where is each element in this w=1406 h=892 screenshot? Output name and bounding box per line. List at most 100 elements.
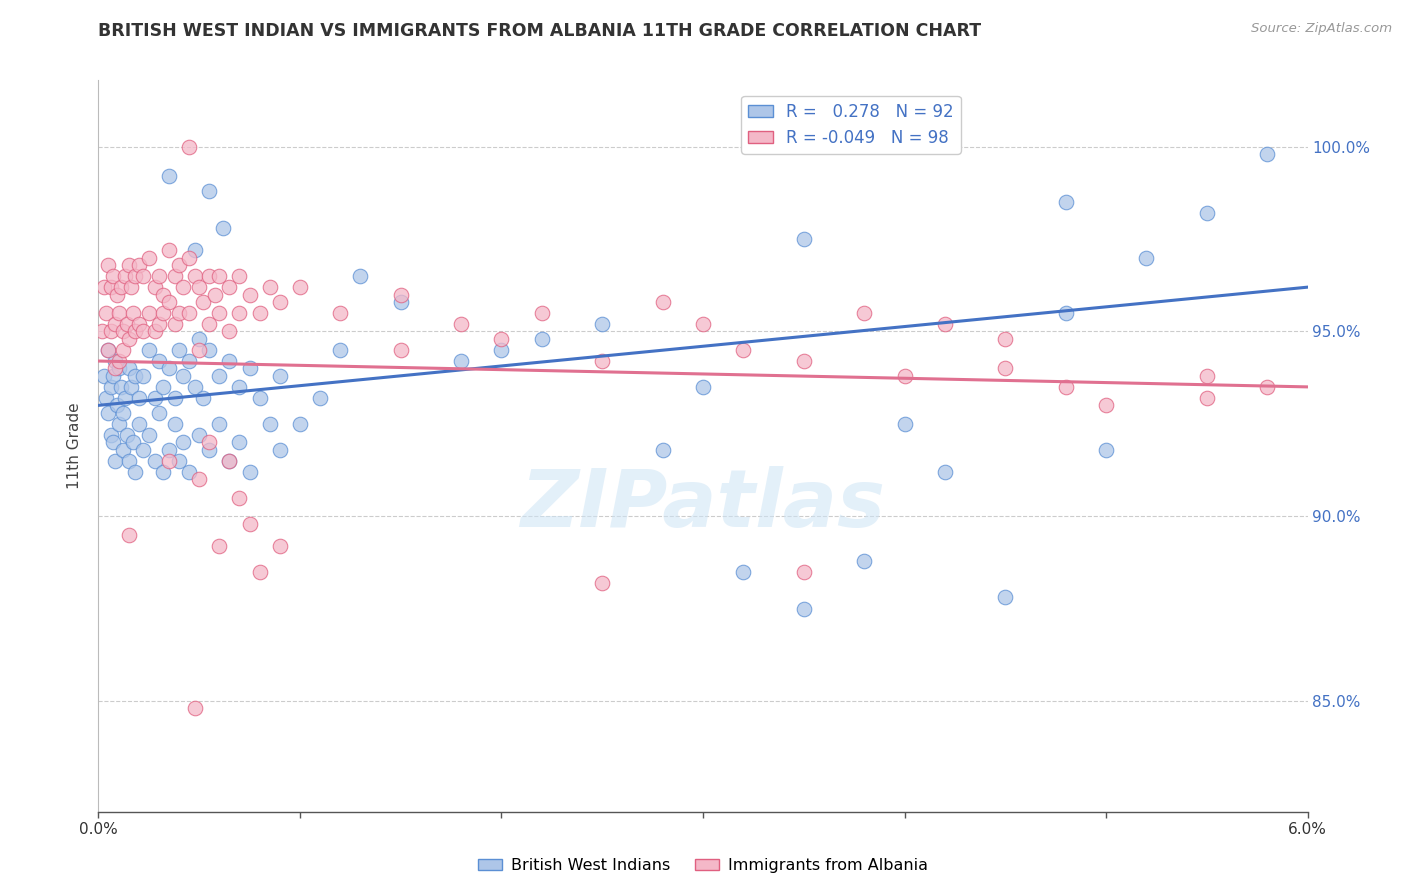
Point [121,435,143,450]
Point [193,294,215,309]
Point [793,601,815,615]
Point [994,361,1017,376]
Point [103,317,125,331]
Point [138,251,160,265]
Point [132,442,155,457]
Point [152,380,174,394]
Point [148,406,170,420]
Point [184,380,207,394]
Point [138,428,160,442]
Point [105,287,128,301]
Point [269,368,291,383]
Point [157,361,180,376]
Point [491,332,513,346]
Point [128,317,150,331]
Legend: R =   0.278   N = 92, R = -0.049   N = 98: R = 0.278 N = 92, R = -0.049 N = 98 [741,96,960,153]
Point [198,317,221,331]
Point [179,140,201,154]
Point [97,406,120,420]
Point [349,268,371,283]
Point [1135,251,1157,265]
Legend: British West Indians, Immigrants from Albania: British West Indians, Immigrants from Al… [471,852,935,880]
Point [269,294,291,309]
Point [124,325,146,339]
Point [793,565,815,579]
Point [853,553,876,567]
Point [107,417,129,431]
Point [188,332,211,346]
Point [450,317,472,331]
Point [103,361,125,376]
Point [107,354,129,368]
Point [148,354,170,368]
Point [389,343,412,357]
Point [212,221,235,235]
Point [1095,398,1118,412]
Point [188,280,211,294]
Point [172,280,194,294]
Point [269,539,291,553]
Point [100,325,122,339]
Point [208,306,231,320]
Point [103,454,125,468]
Point [91,325,114,339]
Point [733,565,755,579]
Point [188,428,211,442]
Point [198,268,221,283]
Point [167,343,190,357]
Point [101,268,124,283]
Point [239,361,262,376]
Point [157,244,180,258]
Point [1195,368,1218,383]
Point [120,380,142,394]
Point [218,354,240,368]
Point [1095,442,1118,457]
Point [228,435,250,450]
Point [208,417,231,431]
Point [259,417,281,431]
Point [128,258,150,272]
Point [111,406,134,420]
Point [132,268,155,283]
Point [97,343,120,357]
Point [591,354,613,368]
Point [111,442,134,457]
Point [128,417,150,431]
Point [163,317,186,331]
Point [100,380,122,394]
Point [249,391,271,405]
Point [132,368,155,383]
Point [132,325,155,339]
Point [249,565,271,579]
Point [103,354,125,368]
Point [184,268,207,283]
Point [163,391,186,405]
Point [143,391,166,405]
Point [111,343,134,357]
Point [152,465,174,479]
Point [228,306,250,320]
Point [329,306,352,320]
Point [893,417,915,431]
Point [114,391,136,405]
Point [121,306,143,320]
Point [118,361,141,376]
Text: ZIPatlas: ZIPatlas [520,466,886,543]
Point [100,280,122,294]
Point [1054,195,1077,210]
Point [128,391,150,405]
Point [450,354,472,368]
Point [994,591,1017,605]
Point [651,442,673,457]
Point [152,287,174,301]
Point [1054,380,1077,394]
Point [1195,206,1218,220]
Point [288,417,311,431]
Point [179,306,201,320]
Point [96,391,118,405]
Point [115,428,138,442]
Point [692,317,714,331]
Point [172,435,194,450]
Point [118,454,141,468]
Point [179,354,201,368]
